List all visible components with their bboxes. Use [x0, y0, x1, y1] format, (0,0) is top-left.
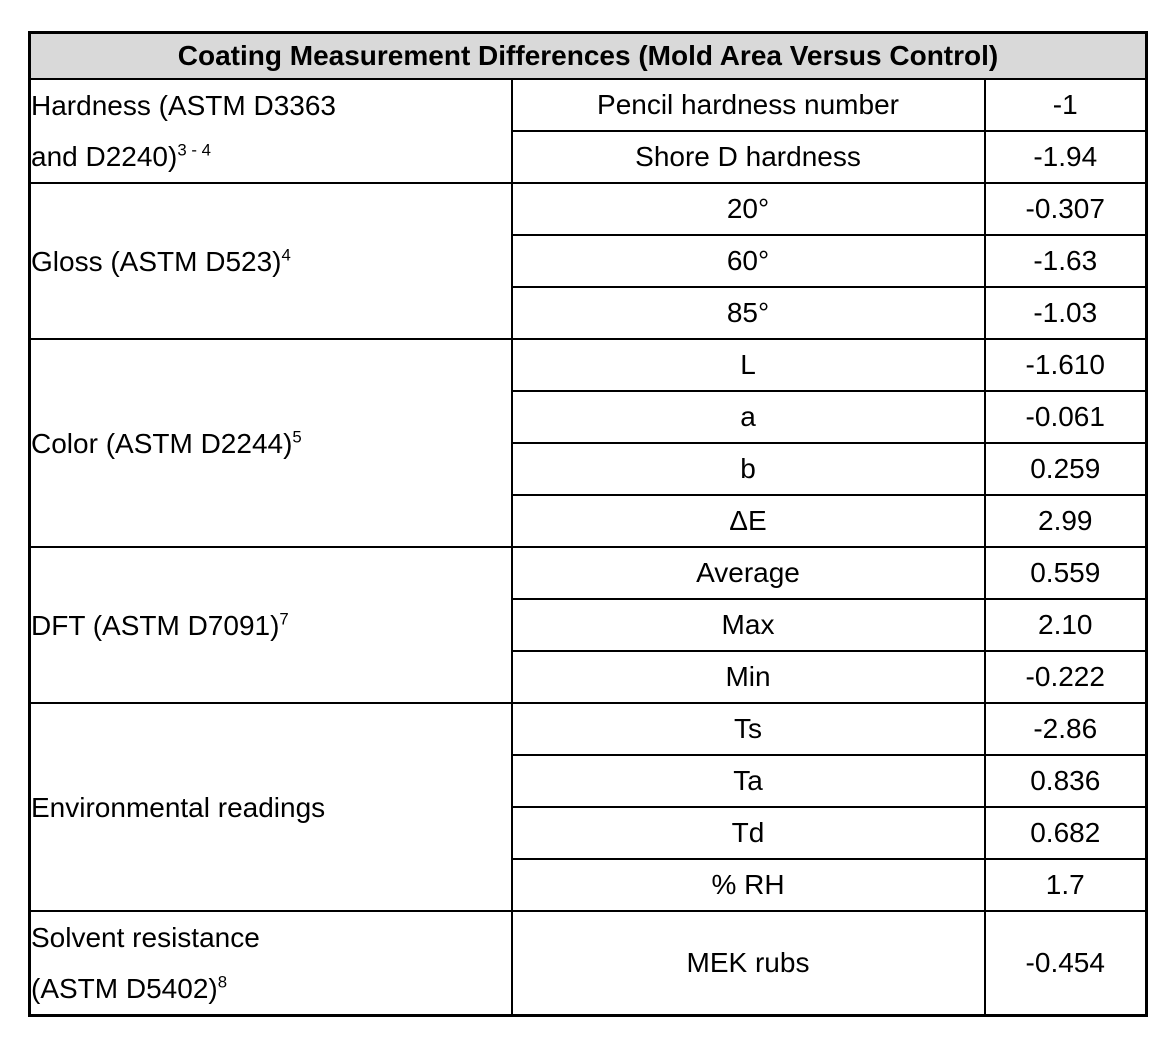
value-cell: -2.86	[983, 702, 1148, 756]
metric-cell: L	[510, 338, 986, 392]
category-cell-hardness: Hardness (ASTM D3363 and D2240)3 - 4	[28, 78, 513, 184]
metric-cell: a	[510, 390, 986, 444]
table-row: Td 0.682	[30, 806, 1148, 860]
category-cell-solvent-resistance: Solvent resistance (ASTM D5402)8	[28, 910, 513, 1017]
footnote-ref: 4	[281, 245, 291, 265]
table-row: Environmental readings Ts -2.86	[28, 702, 1148, 912]
table-row: b 0.259	[30, 442, 1148, 496]
metric-cell: Pencil hardness number	[510, 78, 986, 132]
table-title: Coating Measurement Differences (Mold Ar…	[28, 31, 1148, 80]
footnote-ref: 3 - 4	[177, 140, 211, 160]
metric-cell: b	[510, 442, 986, 496]
value-cell: -1.610	[983, 338, 1148, 392]
value-cell: 1.7	[983, 858, 1148, 912]
coating-measurements-table: Coating Measurement Differences (Mold Ar…	[28, 31, 1149, 1017]
table-row: 85° -1.03	[30, 286, 1148, 340]
value-cell: 0.259	[983, 442, 1148, 496]
value-cell: -1	[983, 78, 1148, 132]
value-cell: -0.307	[983, 182, 1148, 236]
value-cell: -1.94	[983, 130, 1148, 184]
value-cell: 0.682	[983, 806, 1148, 860]
metric-cell: Min	[510, 650, 986, 704]
category-label: DFT (ASTM D7091)7	[31, 609, 289, 641]
category-label: Gloss (ASTM D523)4	[31, 245, 291, 277]
category-label: Environmental readings	[31, 791, 326, 823]
table-row: DFT (ASTM D7091)7 Average 0.559	[28, 546, 1148, 704]
table-row: Max 2.10	[30, 598, 1148, 652]
value-cell: -0.061	[983, 390, 1148, 444]
category-label: Solvent resistance (ASTM D5402)8	[31, 922, 260, 1004]
table-row: % RH 1.7	[30, 858, 1148, 912]
value-cell: -1.63	[983, 234, 1148, 288]
metric-cell: Td	[510, 806, 986, 860]
value-cell: -0.222	[983, 650, 1148, 704]
value-cell: 2.10	[983, 598, 1148, 652]
category-label: Color (ASTM D2244)5	[31, 427, 302, 459]
table-row: Color (ASTM D2244)5 L -1.610	[28, 338, 1148, 548]
category-cell-environmental: Environmental readings	[28, 702, 513, 912]
category-cell-dft: DFT (ASTM D7091)7	[28, 546, 513, 704]
table-row: 60° -1.63	[30, 234, 1148, 288]
table-row: ΔE 2.99	[30, 494, 1148, 548]
metric-cell: MEK rubs	[510, 910, 986, 1017]
metric-cell: 85°	[510, 286, 986, 340]
metric-cell: ΔE	[510, 494, 986, 548]
table-row: Min -0.222	[30, 650, 1148, 704]
table-row: a -0.061	[30, 390, 1148, 444]
category-label: Hardness (ASTM D3363 and D2240)3 - 4	[31, 90, 337, 172]
table-row: Hardness (ASTM D3363 and D2240)3 - 4 Pen…	[28, 78, 1148, 184]
value-cell: 0.559	[983, 546, 1148, 600]
category-cell-color: Color (ASTM D2244)5	[28, 338, 513, 548]
category-cell-gloss: Gloss (ASTM D523)4	[28, 182, 513, 340]
metric-cell: Shore D hardness	[510, 130, 986, 184]
table-header-row: Coating Measurement Differences (Mold Ar…	[28, 31, 1148, 80]
table-row: Ta 0.836	[30, 754, 1148, 808]
metric-cell: Average	[510, 546, 986, 600]
value-cell: -0.454	[983, 910, 1148, 1017]
table-row: Shore D hardness -1.94	[30, 130, 1148, 184]
metric-cell: % RH	[510, 858, 986, 912]
footnote-ref: 7	[279, 609, 289, 629]
value-cell: 2.99	[983, 494, 1148, 548]
footnote-ref: 5	[292, 427, 302, 447]
value-cell: -1.03	[983, 286, 1148, 340]
metric-cell: Max	[510, 598, 986, 652]
footnote-ref: 8	[217, 972, 228, 992]
metric-cell: 60°	[510, 234, 986, 288]
metric-cell: 20°	[510, 182, 986, 236]
metric-cell: Ts	[510, 702, 986, 756]
table-row: Gloss (ASTM D523)4 20° -0.307	[28, 182, 1148, 340]
value-cell: 0.836	[983, 754, 1148, 808]
metric-cell: Ta	[510, 754, 986, 808]
table-row: Solvent resistance (ASTM D5402)8 MEK rub…	[28, 910, 1148, 1017]
